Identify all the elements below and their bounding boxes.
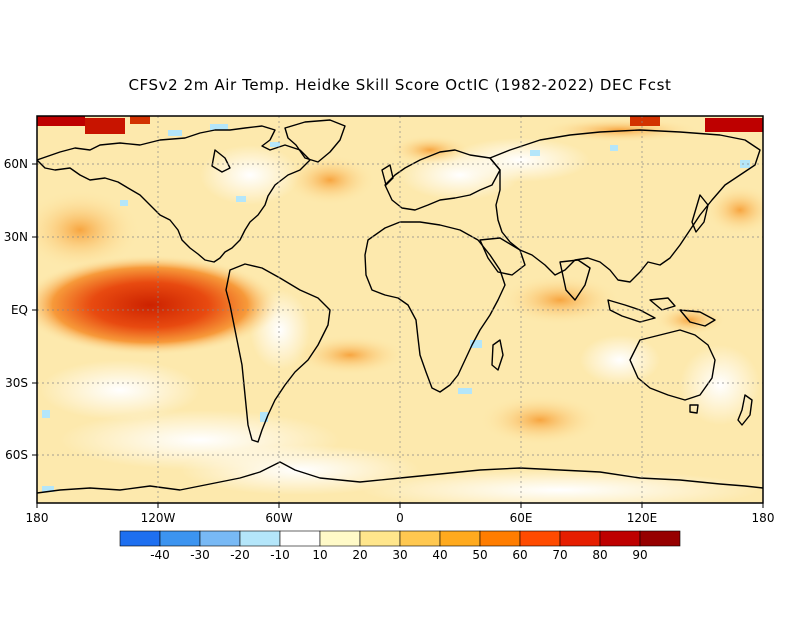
- x-tick-label: 0: [396, 511, 404, 525]
- colorbar-label: -30: [190, 548, 210, 562]
- colorbar: -40 -30 -20 -10 10 20 30 40 50 60 70 80 90: [119, 530, 681, 562]
- x-tick-label: 60W: [265, 511, 292, 525]
- colorbar-label: 60: [512, 548, 527, 562]
- x-tick-label: 120E: [627, 511, 658, 525]
- colorbar-swatch: [639, 530, 681, 547]
- colorbar-label: 80: [592, 548, 607, 562]
- colorbar-label: -20: [230, 548, 250, 562]
- colorbar-label: 50: [472, 548, 487, 562]
- colorbar-swatch: [599, 530, 641, 547]
- coastlines: [37, 119, 763, 494]
- x-tick-label: 180: [752, 511, 775, 525]
- tick-marks: [32, 163, 764, 508]
- colorbar-swatch: [439, 530, 481, 547]
- x-tick-label: 120W: [141, 511, 176, 525]
- y-tick-label: 30S: [5, 376, 28, 390]
- y-tick-label: 30N: [4, 230, 28, 244]
- y-axis-labels: 60N 30N EQ 30S 60S: [4, 157, 28, 462]
- colorbar-swatch: [399, 530, 441, 547]
- colorbar-label: 90: [632, 548, 647, 562]
- map-title: CFSv2 2m Air Temp. Heidke Skill Score Oc…: [128, 76, 672, 94]
- colorbar-label: 30: [392, 548, 407, 562]
- colorbar-swatch: [479, 530, 521, 547]
- y-tick-label: 60S: [5, 448, 28, 462]
- colorbar-swatch: [119, 530, 161, 547]
- y-tick-label: 60N: [4, 157, 28, 171]
- x-tick-label: 60E: [510, 511, 533, 525]
- colorbar-swatch: [199, 530, 241, 547]
- colorbar-swatch: [239, 530, 281, 547]
- gridlines: [37, 116, 763, 503]
- colorbar-swatch: [279, 530, 321, 547]
- colorbar-swatch: [359, 530, 401, 547]
- colorbar-swatch: [519, 530, 561, 547]
- x-tick-label: 180: [26, 511, 49, 525]
- colorbar-label: 40: [432, 548, 447, 562]
- colorbar-swatch: [559, 530, 601, 547]
- skill-field: [37, 116, 763, 503]
- x-axis-labels: 180 120W 60W 0 60E 120E 180: [26, 511, 775, 525]
- colorbar-label: 70: [552, 548, 567, 562]
- colorbar-label: -10: [270, 548, 290, 562]
- colorbar-swatch: [319, 530, 361, 547]
- colorbar-swatch: [159, 530, 201, 547]
- colorbar-label: 20: [352, 548, 367, 562]
- colorbar-label: 10: [312, 548, 327, 562]
- colorbar-label: -40: [150, 548, 170, 562]
- y-tick-label: EQ: [11, 303, 28, 317]
